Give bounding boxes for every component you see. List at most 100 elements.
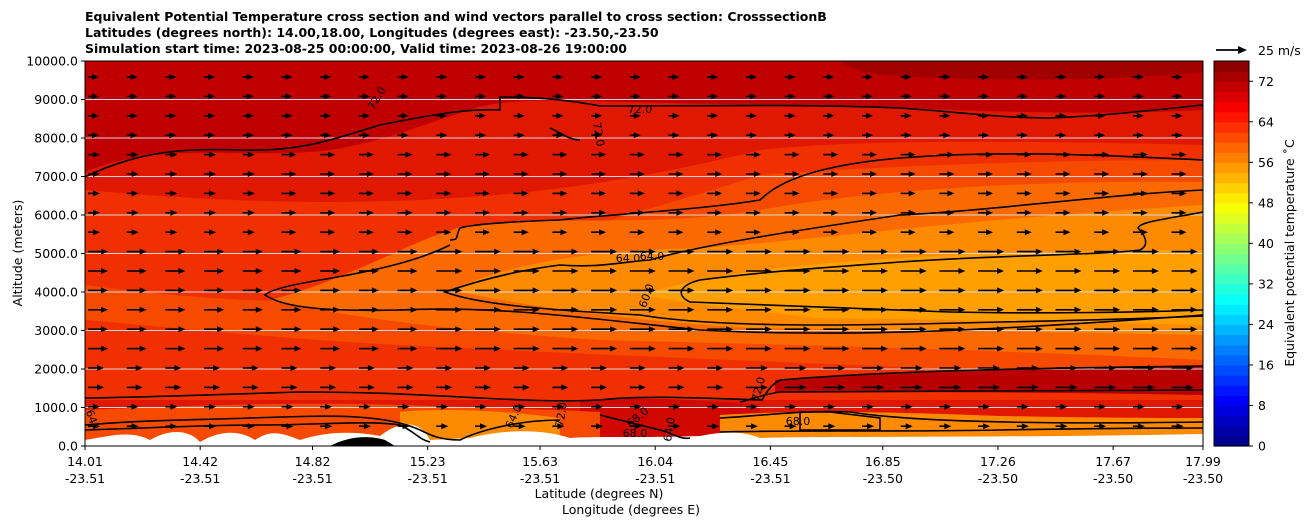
wind-vector-head xyxy=(753,151,761,158)
wind-vector-head xyxy=(455,345,463,352)
wind-vector-head xyxy=(333,287,341,294)
contour-label: 72.0 xyxy=(590,121,607,147)
wind-vector-head xyxy=(1175,112,1183,119)
wind-vector-head xyxy=(870,171,877,177)
wind-vector-head xyxy=(788,132,796,139)
wind-vector-head xyxy=(479,93,486,100)
wind-vector-head xyxy=(1063,190,1071,197)
wind-vector-head xyxy=(401,74,409,80)
wind-vector-head xyxy=(676,190,684,197)
contour-label: 64 xyxy=(83,408,100,426)
wind-vector-head xyxy=(208,93,216,100)
wind-vector-head xyxy=(405,209,413,216)
wind-vector-head xyxy=(633,112,641,119)
wind-vector-head xyxy=(831,229,839,236)
wind-vector-head xyxy=(638,384,646,391)
wind-vector-head xyxy=(1147,365,1155,371)
wind-vector-head xyxy=(877,384,884,391)
wind-vector-head xyxy=(842,345,850,352)
wind-vector-head xyxy=(328,209,336,216)
wind-vector-head xyxy=(169,132,177,139)
wind-vector-head xyxy=(831,190,839,197)
wind-vector-head xyxy=(405,171,413,177)
wind-vector-head xyxy=(943,112,951,119)
colorbar-bin xyxy=(1214,263,1249,275)
wind-vector-head xyxy=(557,403,565,410)
wind-vector-head xyxy=(405,190,413,197)
colorbar-bin xyxy=(1214,253,1249,265)
wind-vector-head xyxy=(634,403,642,410)
wind-vector-head xyxy=(286,403,294,410)
contour-label: 64.0 xyxy=(640,250,665,263)
wind-vector-head xyxy=(208,112,216,119)
wind-vector-head xyxy=(634,423,642,430)
wind-vector-head xyxy=(410,248,418,255)
wind-vector-head xyxy=(131,229,139,236)
wind-vector-head xyxy=(764,268,772,274)
wind-vector-head xyxy=(1176,403,1184,410)
chart-title-line-2: Latitudes (degrees north): 14.00,18.00, … xyxy=(85,25,659,40)
wind-vector-head xyxy=(827,132,835,139)
wind-vector-head xyxy=(1140,209,1148,216)
wind-vector-head xyxy=(455,306,463,313)
wind-vector-head xyxy=(958,306,966,313)
wind-vector-head xyxy=(648,287,656,294)
wind-vector-head xyxy=(788,93,796,100)
wind-vector-head xyxy=(455,268,463,274)
wind-vector-head xyxy=(139,287,147,294)
wind-vector-head xyxy=(1020,132,1028,139)
wind-vector-head xyxy=(764,287,772,294)
wind-vector-head xyxy=(726,326,734,333)
wind-vector-head xyxy=(1098,132,1106,139)
wind-vector-head xyxy=(217,326,225,333)
wind-vector-head xyxy=(904,132,912,139)
wind-vector-head xyxy=(101,306,108,313)
colorbar-ticks: 0 8 16 24 32 40 48 56 64 72 xyxy=(1249,74,1274,454)
x-tick-label-lon: -23.51 xyxy=(65,471,105,486)
wind-vector-head xyxy=(333,248,341,255)
x-tick-label-lon: -23.50 xyxy=(1183,471,1223,486)
wind-vector-head xyxy=(285,74,293,80)
wind-vector-head xyxy=(1179,151,1187,158)
wind-vector-head xyxy=(444,209,452,216)
wind-vector-head xyxy=(610,248,618,255)
colorbar-bin xyxy=(1214,344,1249,356)
wind-vector-head xyxy=(1074,306,1082,313)
wind-vector-head xyxy=(711,132,719,139)
wind-vector-head xyxy=(139,306,147,313)
wind-vector-head xyxy=(131,171,139,177)
wind-vector-head xyxy=(178,287,186,294)
wind-vector-head xyxy=(908,209,916,216)
y-tick-label: 7000.0 xyxy=(34,169,78,184)
wind-vector-head xyxy=(958,268,966,274)
colorbar-bin xyxy=(1214,142,1249,153)
colorbar-bin xyxy=(1214,233,1249,244)
wind-vector-head xyxy=(1179,229,1187,236)
wind-vector-head xyxy=(209,209,217,216)
wind-vector-head xyxy=(1113,287,1121,294)
wind-vector-head xyxy=(792,151,800,158)
colorbar-tick-label: 0 xyxy=(1258,439,1266,454)
wind-vector-head xyxy=(440,132,448,139)
wind-vector-head xyxy=(1137,423,1145,430)
wind-vector-head xyxy=(1147,384,1155,391)
wind-vector-head xyxy=(958,287,966,294)
wind-vector-head xyxy=(406,384,414,391)
wind-vector-head xyxy=(131,423,139,430)
wind-vector-head xyxy=(255,287,263,294)
wind-vector-head xyxy=(294,248,302,255)
wind-vector-head xyxy=(599,171,607,177)
wind-vector-head xyxy=(169,74,177,80)
colorbar-bin xyxy=(1214,172,1249,184)
colorbar-bin xyxy=(1214,385,1249,396)
chart-title-line-3: Simulation start time: 2023-08-25 00:00:… xyxy=(85,41,627,56)
wind-vector-head xyxy=(947,151,955,158)
wind-vector-head xyxy=(371,306,379,313)
wind-vector-head xyxy=(1109,384,1117,391)
wind-vector-head xyxy=(881,306,888,313)
wind-vector-head xyxy=(371,287,379,294)
wind-vector-head xyxy=(324,93,332,100)
wind-vector-head xyxy=(803,268,811,274)
wind-vector-head xyxy=(1190,326,1198,333)
wind-vector-head xyxy=(285,93,293,100)
